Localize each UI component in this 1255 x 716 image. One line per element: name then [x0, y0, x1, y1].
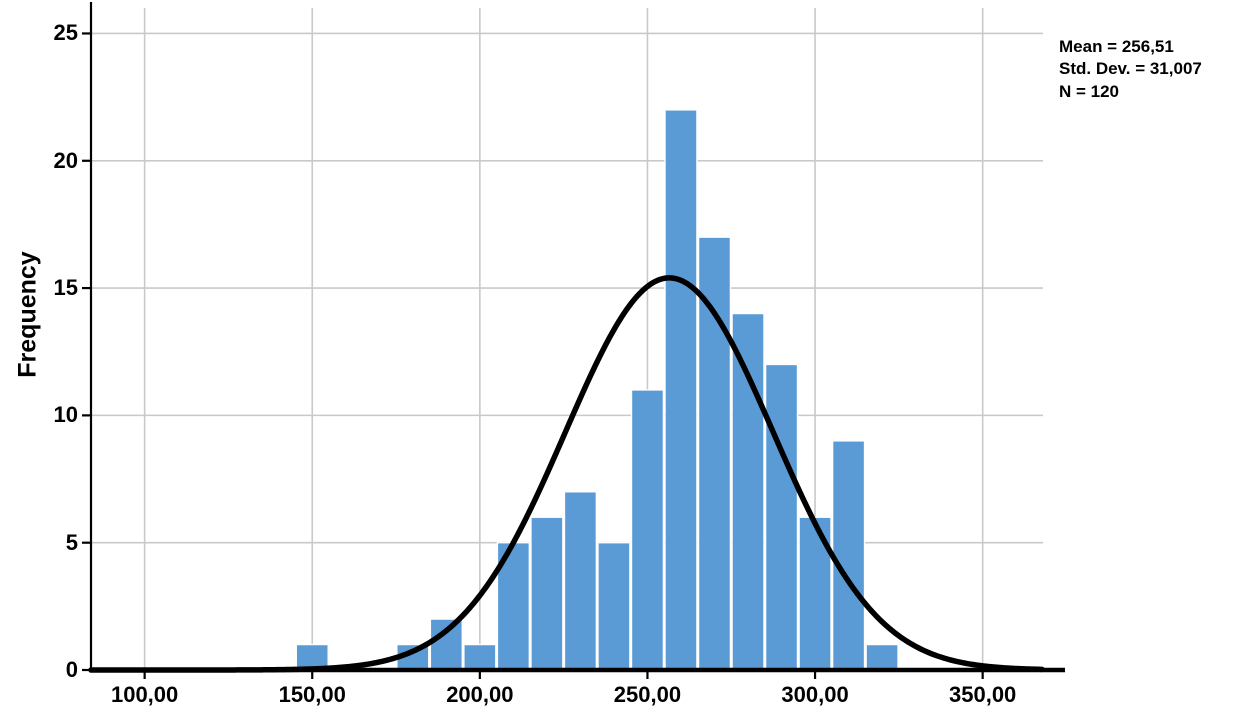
y-axis-tick-label: 5 [65, 529, 78, 555]
x-axis-tick-label: 350,00 [949, 682, 1017, 707]
statistics-annotation: Mean = 256,51 Std. Dev. = 31,007 N = 120 [1059, 36, 1202, 103]
histogram-bar [664, 109, 698, 671]
x-axis-tick-label: 200,00 [446, 682, 514, 707]
y-axis-tick-label: 15 [53, 275, 78, 301]
histogram-bar [530, 516, 564, 671]
histogram-bar [831, 440, 866, 671]
x-axis-tick-label: 300,00 [781, 682, 849, 707]
histogram-bar [630, 389, 665, 671]
histogram-bar [597, 541, 631, 671]
x-axis-tick-label: 100,00 [110, 682, 179, 707]
x-axis-tick-label: 250,00 [613, 682, 682, 707]
std-dev-label: Std. Dev. = 31,007 [1059, 59, 1202, 79]
x-axis-tick-label: 150,00 [278, 682, 346, 707]
histogram-bar [764, 363, 799, 671]
y-axis-tick-label: 20 [53, 147, 78, 173]
histogram-bar [731, 312, 765, 671]
histogram-bar [463, 643, 497, 671]
histogram-bar [865, 643, 899, 671]
sample-size-label: N = 120 [1059, 81, 1120, 101]
y-axis-tick-label: 0 [65, 657, 78, 682]
x-axis-tick-labels: 100,00 150,00 200,00 250,00 300,00 350,00 [0, 676, 1255, 716]
mean-label: Mean = 256,51 [1059, 37, 1174, 56]
histogram-bar [563, 491, 598, 671]
y-axis-tick-labels: 0 5 10 15 20 25 [10, 0, 78, 716]
y-axis-tick-label: 25 [53, 20, 78, 46]
histogram-bar [429, 618, 463, 671]
y-axis-tick-label: 10 [53, 402, 78, 428]
